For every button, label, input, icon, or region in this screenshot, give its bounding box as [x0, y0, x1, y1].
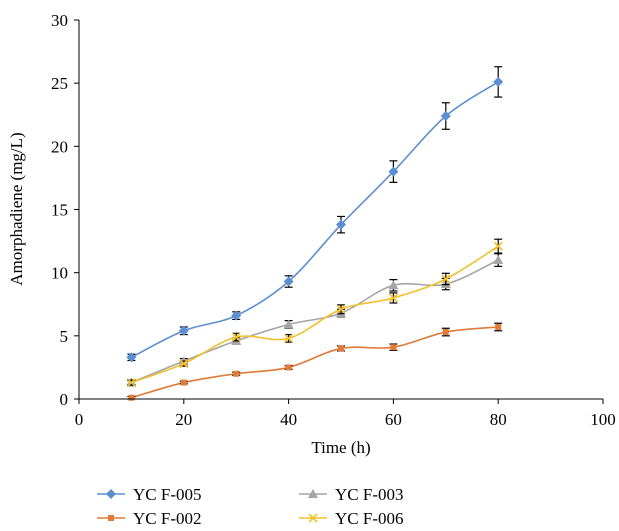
legend-label: YC F-003 [335, 485, 403, 504]
data-point [336, 304, 346, 314]
series-line [131, 81, 499, 359]
series-line [131, 259, 499, 384]
legend-marker [108, 515, 114, 521]
x-tick-label: 80 [490, 410, 507, 429]
y-tick-label: 0 [60, 390, 69, 409]
data-point [126, 378, 136, 388]
data-point [336, 219, 346, 230]
x-tick-label: 0 [75, 410, 84, 429]
data-point [493, 76, 504, 87]
y-tick-label: 20 [51, 137, 68, 156]
x-axis-title: Time (h) [311, 438, 370, 457]
data-point [440, 111, 451, 122]
data-point [388, 280, 399, 290]
data-point [388, 293, 398, 303]
data-point [128, 394, 135, 401]
data-point [283, 276, 294, 287]
data-point [231, 332, 241, 342]
x-tick-label: 40 [280, 410, 297, 429]
legend-item: YC F-002 [97, 509, 201, 528]
y-tick-label: 25 [51, 74, 68, 93]
data-point [284, 333, 294, 343]
tick-labels: 0 20 40 60 80 100 0 5 10 15 20 25 30 [51, 11, 616, 429]
legend-label: YC F-002 [133, 509, 201, 528]
x-tick-label: 20 [175, 410, 192, 429]
legend: YC F-005 YC F-002 YC F-003 YC F-006 [97, 485, 403, 528]
data-point [126, 352, 137, 363]
x-tick-label: 100 [590, 410, 616, 429]
legend-item: YC F-006 [299, 509, 403, 528]
series-line [131, 326, 499, 399]
data-point [338, 345, 344, 352]
data-point [233, 370, 240, 377]
legend-marker [308, 513, 318, 523]
x-tick-label: 60 [385, 410, 402, 429]
y-tick-label: 30 [51, 11, 68, 30]
series-yc-f-005 [126, 66, 504, 363]
plot-area [126, 66, 504, 401]
series-line [131, 245, 499, 384]
data-point [495, 323, 502, 330]
legend-marker [308, 489, 318, 498]
data-point [179, 359, 189, 369]
data-point [493, 255, 504, 265]
series-yc-f-006 [126, 238, 503, 388]
data-point [442, 329, 449, 336]
legend-item: YC F-005 [97, 485, 201, 504]
data-point [285, 364, 292, 371]
data-point [493, 241, 503, 251]
data-point [180, 379, 187, 386]
y-tick-label: 10 [51, 264, 68, 283]
legend-label: YC F-005 [133, 485, 201, 504]
legend-label: YC F-006 [335, 509, 403, 528]
legend-item: YC F-003 [299, 485, 403, 504]
data-point [388, 166, 399, 177]
data-point [283, 319, 294, 329]
data-point [231, 310, 242, 321]
y-tick-label: 5 [60, 327, 69, 346]
y-axis-title: Amorphadiene (mg/L) [7, 132, 26, 285]
axes [78, 20, 603, 400]
legend-marker [106, 489, 116, 499]
data-point [441, 274, 451, 284]
y-tick-label: 15 [51, 201, 68, 220]
data-point [390, 344, 397, 351]
data-point [178, 325, 189, 336]
